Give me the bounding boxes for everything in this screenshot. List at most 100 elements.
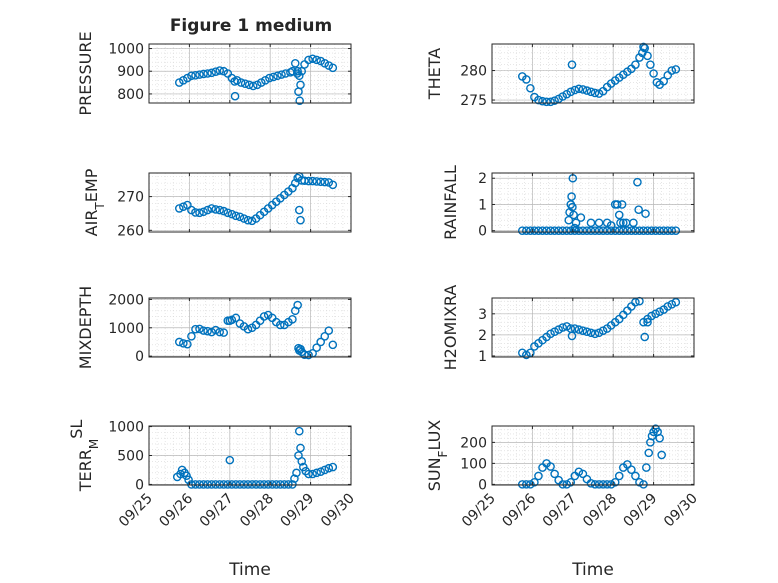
data-point bbox=[614, 226, 624, 235]
data-point bbox=[293, 300, 302, 310]
data-point bbox=[328, 340, 338, 350]
data-point bbox=[546, 226, 555, 235]
data-point bbox=[655, 226, 664, 235]
data-point bbox=[215, 205, 224, 215]
y-tick-label: 0 bbox=[478, 477, 487, 493]
data-point bbox=[635, 477, 644, 487]
data-point bbox=[562, 226, 572, 235]
data-point bbox=[235, 212, 245, 222]
data-point bbox=[316, 177, 326, 187]
data-point bbox=[602, 480, 612, 489]
data-point bbox=[567, 331, 577, 341]
data-point bbox=[550, 327, 559, 337]
data-point bbox=[295, 96, 304, 106]
data-point bbox=[550, 226, 559, 235]
data-point bbox=[647, 226, 656, 235]
data-point bbox=[259, 480, 269, 489]
data-point bbox=[292, 69, 302, 78]
data-point bbox=[273, 71, 282, 81]
data-point bbox=[207, 204, 216, 213]
data-point bbox=[518, 348, 527, 358]
figure-title: Figure 1 medium bbox=[170, 16, 332, 36]
data-point bbox=[526, 348, 535, 358]
y-tick-label: 260 bbox=[117, 223, 144, 239]
y-tick-label: 800 bbox=[117, 87, 144, 103]
data-point bbox=[290, 474, 299, 483]
data-point bbox=[542, 97, 551, 107]
data-point bbox=[642, 463, 651, 472]
data-point bbox=[594, 218, 604, 228]
data-point bbox=[594, 480, 604, 489]
data-point bbox=[627, 226, 636, 235]
data-point bbox=[219, 480, 229, 489]
y-tick-label: 0 bbox=[135, 477, 144, 493]
axes-box bbox=[491, 172, 695, 233]
data-point bbox=[211, 480, 220, 489]
subplot-air-temp: 260 270 AIRTEMP bbox=[82, 168, 352, 239]
data-point bbox=[284, 480, 293, 489]
data-point bbox=[578, 326, 588, 335]
data-point bbox=[296, 80, 305, 90]
data-point bbox=[243, 324, 253, 334]
data-point bbox=[199, 326, 208, 335]
data-point bbox=[542, 226, 551, 235]
data-point bbox=[612, 200, 622, 209]
data-point bbox=[590, 329, 600, 339]
data-point bbox=[195, 324, 204, 334]
data-point bbox=[567, 192, 576, 201]
data-point bbox=[207, 68, 216, 78]
data-point bbox=[651, 309, 660, 319]
data-point bbox=[619, 218, 628, 228]
data-point bbox=[554, 226, 563, 235]
data-point bbox=[671, 226, 681, 235]
data-point bbox=[320, 177, 330, 187]
data-point bbox=[328, 63, 338, 73]
data-point bbox=[308, 469, 317, 479]
data-point bbox=[586, 87, 596, 97]
data-point bbox=[297, 456, 307, 466]
data-point bbox=[236, 78, 246, 87]
y-tick-label: 275 bbox=[460, 93, 487, 109]
data-point bbox=[616, 218, 625, 228]
data-point bbox=[550, 96, 559, 105]
data-point bbox=[646, 60, 655, 69]
data-point bbox=[265, 73, 274, 83]
data-point bbox=[644, 448, 654, 458]
data-point bbox=[582, 86, 592, 95]
data-point bbox=[526, 480, 535, 489]
y-tick-label: 500 bbox=[117, 449, 144, 465]
y-tick-label: 3 bbox=[478, 307, 487, 323]
data-point bbox=[203, 480, 212, 489]
data-point bbox=[328, 180, 338, 190]
data-point bbox=[586, 328, 596, 338]
data-point bbox=[211, 67, 220, 76]
data-point bbox=[239, 214, 249, 223]
data-point bbox=[215, 327, 224, 337]
data-point bbox=[667, 226, 677, 235]
data-point bbox=[610, 477, 620, 487]
data-point bbox=[627, 465, 636, 474]
data-point bbox=[667, 66, 677, 75]
y-tick-label: 0 bbox=[135, 349, 144, 365]
data-point bbox=[187, 71, 196, 81]
data-point bbox=[328, 462, 338, 472]
subplot-rainfall: 0 1 2 RAINFALL bbox=[441, 165, 695, 240]
data-point bbox=[554, 325, 563, 334]
y-tick-label: 200 bbox=[460, 435, 487, 451]
data-point bbox=[174, 337, 184, 347]
data-point bbox=[546, 329, 555, 339]
data-point bbox=[215, 66, 224, 75]
subplot-mixdepth: 0 1000 2000 MIXDEPTH bbox=[76, 286, 352, 369]
data-point bbox=[267, 480, 277, 489]
plot-area bbox=[492, 426, 694, 485]
data-point bbox=[308, 176, 317, 186]
data-point bbox=[631, 471, 640, 481]
y-tick-label: 0 bbox=[478, 224, 487, 240]
data-point bbox=[671, 65, 681, 74]
data-point bbox=[631, 226, 640, 235]
data-point bbox=[324, 463, 334, 473]
data-point bbox=[640, 332, 650, 342]
data-point bbox=[663, 226, 673, 235]
data-point bbox=[199, 69, 208, 79]
